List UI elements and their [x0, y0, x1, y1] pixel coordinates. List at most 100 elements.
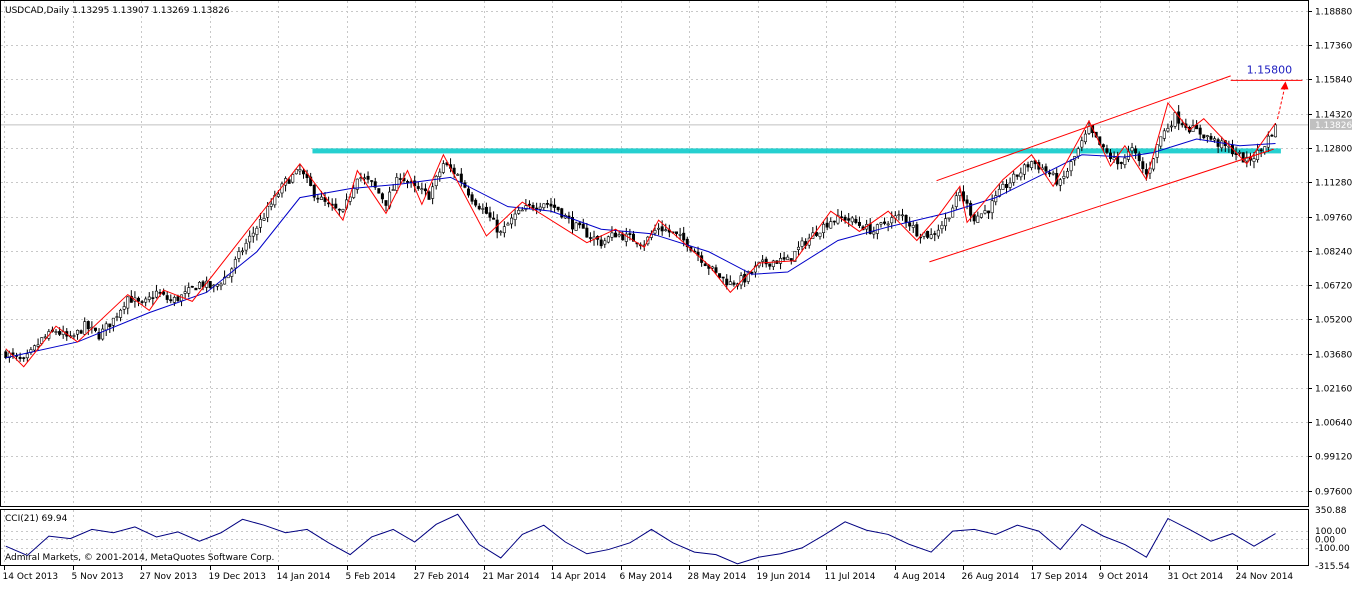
candle: [1044, 163, 1048, 177]
candle-body: [678, 234, 682, 236]
candle-body: [818, 232, 822, 237]
candle-body: [1266, 135, 1270, 148]
candle: [796, 241, 800, 256]
candle-body: [423, 188, 427, 192]
candle-body: [1195, 124, 1199, 130]
candle-body: [380, 193, 384, 200]
candle: [76, 329, 80, 340]
candle-body: [1076, 148, 1080, 157]
candle: [233, 256, 237, 274]
candle-body: [459, 173, 463, 183]
time-tick-label: 27 Feb 2014: [414, 572, 470, 582]
candle: [617, 231, 621, 238]
candle: [291, 173, 295, 184]
candle: [115, 312, 119, 322]
candle: [915, 221, 919, 238]
candle-body: [362, 177, 366, 180]
candle: [1130, 142, 1134, 155]
candle: [527, 200, 531, 209]
candle-body: [728, 281, 732, 285]
candle: [825, 217, 829, 231]
candle: [129, 290, 133, 303]
candle-body: [1216, 139, 1220, 147]
candle: [172, 295, 176, 307]
candle: [954, 190, 958, 211]
candle-body: [431, 186, 435, 199]
candle: [535, 202, 539, 215]
candle-body: [104, 323, 108, 331]
candle-body: [43, 336, 47, 339]
candle: [883, 217, 887, 226]
candle: [513, 209, 517, 227]
candle-body: [269, 203, 273, 207]
candle-body: [1083, 133, 1087, 143]
candle: [11, 348, 15, 359]
time-tick-label: 6 May 2014: [620, 572, 673, 582]
candle-body: [746, 271, 750, 282]
candle: [786, 254, 790, 260]
candle-body: [1259, 149, 1263, 152]
candle: [1069, 159, 1073, 177]
candle: [782, 251, 786, 262]
candle: [886, 221, 890, 232]
candle-body: [384, 200, 388, 206]
candle: [506, 221, 510, 226]
candle: [301, 168, 305, 179]
candle-body: [481, 208, 485, 210]
candle-body: [1130, 147, 1134, 152]
candle: [843, 214, 847, 224]
candle-body: [574, 222, 578, 231]
candle-body: [111, 317, 115, 326]
candle: [979, 213, 983, 219]
candle-body: [165, 295, 169, 300]
candle: [897, 210, 901, 221]
candle-body: [685, 238, 689, 248]
candle-body: [416, 186, 420, 189]
candle-body: [621, 233, 625, 241]
candle-body: [542, 203, 546, 209]
candle-body: [119, 309, 123, 318]
candle-body: [840, 216, 844, 219]
candle: [761, 255, 765, 268]
candle: [678, 227, 682, 240]
candle: [854, 215, 858, 225]
candle: [685, 236, 689, 252]
candle-body: [1008, 182, 1012, 188]
candle-body: [93, 327, 97, 331]
candle-body: [987, 210, 991, 214]
candle-body: [886, 223, 890, 226]
candle: [441, 160, 445, 175]
candle: [542, 203, 546, 211]
candle: [725, 274, 729, 290]
candle: [194, 287, 198, 291]
candle-body: [1137, 153, 1141, 162]
candle-body: [1270, 134, 1274, 137]
channel-line: [929, 148, 1274, 263]
candle-body: [183, 291, 187, 294]
candle: [416, 181, 420, 191]
candle-body: [829, 221, 833, 229]
candle-body: [782, 257, 786, 260]
price-tick-label: 1.09760: [1315, 214, 1352, 224]
candle: [25, 349, 29, 362]
candle: [126, 296, 130, 315]
candle: [947, 217, 951, 222]
candle-body: [197, 282, 201, 289]
candle-body: [169, 299, 173, 302]
zigzag-line: [5, 101, 1276, 368]
candle: [585, 222, 589, 238]
candle-body: [398, 178, 402, 180]
candle-body: [1080, 140, 1084, 148]
candle: [940, 221, 944, 234]
candle-body: [585, 227, 589, 238]
candle: [1022, 163, 1026, 180]
candle-body: [377, 188, 381, 194]
candle: [1238, 150, 1242, 157]
candle: [377, 188, 381, 194]
candle: [664, 223, 668, 232]
candle-body: [779, 258, 783, 264]
candle: [1105, 144, 1109, 155]
candle: [1245, 151, 1249, 168]
